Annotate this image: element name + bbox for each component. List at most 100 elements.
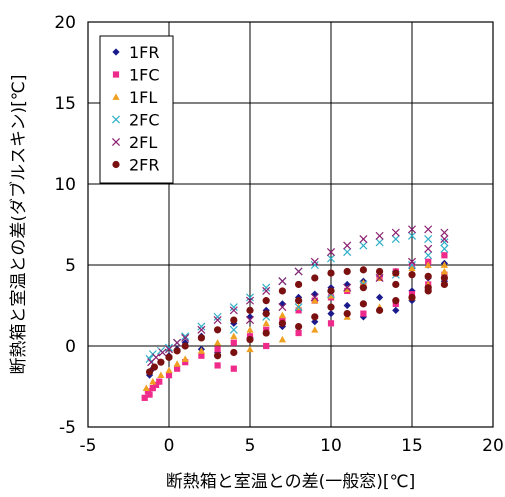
data-point [149, 385, 156, 392]
legend-marker [111, 115, 121, 124]
data-point [164, 345, 174, 354]
tick-labels: -5 0 5 10 15 20 -5 0 5 10 15 20 [54, 13, 503, 456]
data-point [359, 300, 367, 308]
data-point [359, 266, 367, 274]
legend-marker [112, 71, 120, 78]
data-point [359, 284, 367, 292]
data-point [440, 280, 448, 289]
data-point [165, 353, 173, 361]
data-point [182, 359, 189, 366]
legend-marker [111, 137, 121, 147]
data-point [343, 283, 352, 292]
data-point [424, 272, 432, 280]
data-point [407, 231, 417, 240]
series-2FC [145, 231, 449, 363]
data-point [408, 293, 416, 301]
data-point [144, 388, 152, 395]
data-point [295, 297, 303, 305]
data-point [392, 306, 400, 314]
data-point [295, 329, 302, 337]
data-point [229, 306, 238, 315]
data-point [424, 235, 433, 244]
data-point [310, 257, 319, 266]
data-point [392, 280, 400, 289]
data-point [424, 284, 432, 292]
data-point [392, 269, 400, 277]
y-axis-title: 断熱箱と室温との差(ダブルスキン)[℃] [8, 75, 29, 375]
data-point [424, 244, 433, 253]
data-point [407, 225, 417, 234]
data-point [146, 391, 153, 398]
data-point [440, 238, 449, 247]
legend-item: 2FR [112, 156, 160, 175]
data-point [343, 301, 351, 310]
data-point [214, 346, 221, 353]
data-point [327, 310, 335, 318]
data-point [142, 384, 150, 391]
data-point [392, 297, 400, 305]
data-point [262, 310, 270, 318]
data-point [230, 316, 238, 324]
data-point [152, 381, 160, 388]
data-point [295, 322, 303, 331]
data-point [278, 311, 286, 319]
y-tick-label: 10 [54, 175, 76, 195]
data-point [311, 313, 319, 321]
x-tick-label: 20 [482, 436, 504, 456]
legend-label: 1FL [129, 88, 157, 107]
series-2FR [145, 266, 448, 376]
data-point [295, 280, 303, 289]
legend-label: 2FL [129, 133, 157, 152]
series-1FR [145, 259, 448, 379]
data-point [441, 252, 448, 259]
data-point [376, 306, 384, 314]
data-point [262, 283, 271, 292]
data-point [311, 297, 319, 304]
data-point [181, 333, 190, 342]
data-point [278, 319, 286, 327]
data-point [213, 316, 222, 325]
data-point [343, 310, 351, 318]
x-axis-title: 断熱箱と室温との差(一般窓)[℃] [166, 472, 415, 492]
legend-item: 2FC [111, 111, 160, 130]
data-point [408, 271, 416, 279]
data-point [440, 261, 448, 268]
data-point [359, 279, 367, 286]
data-point [262, 329, 270, 337]
data-point [197, 325, 206, 334]
legend-box [99, 35, 174, 184]
data-point [262, 319, 270, 327]
data-point [174, 365, 181, 372]
data-point [181, 342, 189, 350]
x-tick-label: 10 [320, 436, 342, 456]
data-point [343, 285, 351, 293]
data-point [246, 335, 254, 344]
data-point [214, 362, 221, 369]
data-point [310, 260, 319, 270]
data-point [424, 261, 432, 268]
data-point [181, 355, 189, 362]
y-tick-label: 15 [54, 94, 76, 114]
data-point [375, 231, 384, 240]
data-point [229, 325, 238, 334]
data-point [246, 326, 254, 333]
legend-item: 1FC [112, 66, 160, 85]
data-point [376, 293, 384, 301]
data-point [141, 394, 148, 401]
data-point [278, 303, 287, 312]
data-point [278, 277, 287, 286]
data-point [391, 228, 400, 237]
data-point [173, 360, 181, 367]
legend-item: 2FL [111, 133, 157, 152]
data-point [311, 318, 319, 326]
data-point [440, 235, 449, 244]
data-point [229, 303, 238, 312]
data-point [326, 248, 336, 257]
data-point [326, 254, 336, 263]
data-point [359, 313, 367, 321]
data-point [440, 274, 448, 282]
series-2FL [147, 225, 449, 367]
data-points [141, 225, 449, 401]
data-point [214, 326, 222, 334]
